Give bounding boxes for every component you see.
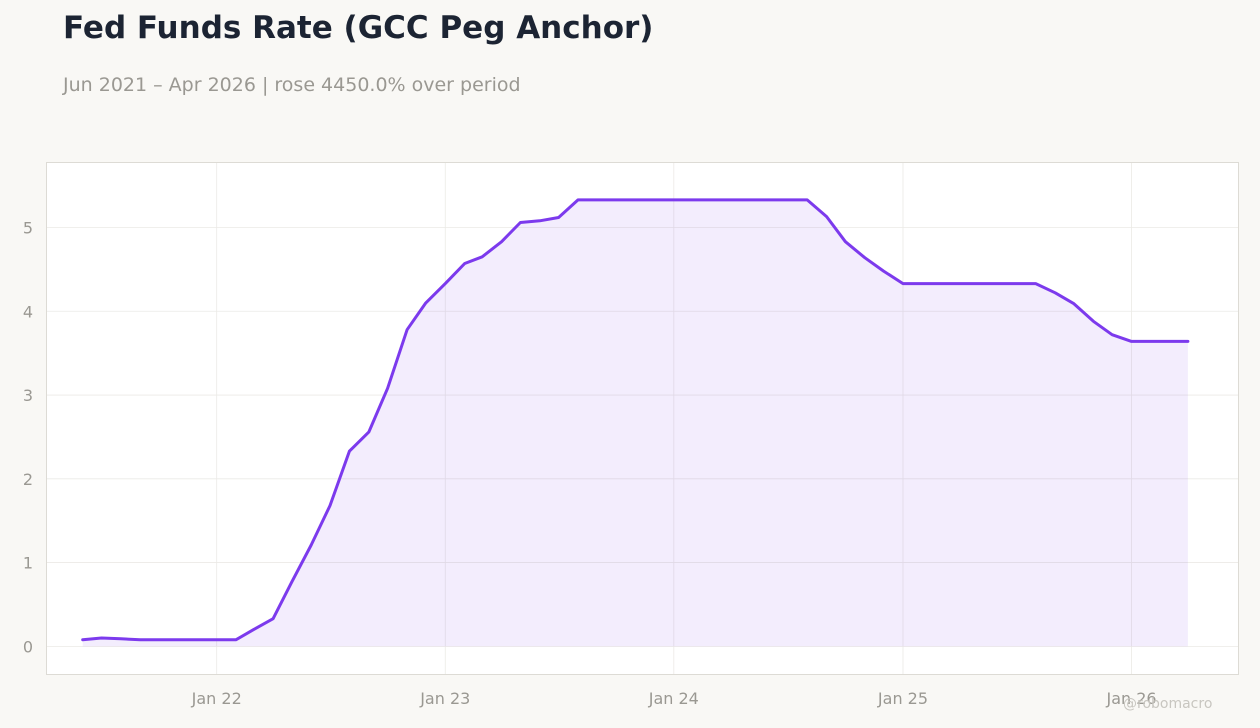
series-area [82,199,1188,647]
x-tick-label: Jan 22 [191,689,242,708]
y-tick-label: 4 [23,302,33,321]
chart-subtitle: Jun 2021 – Apr 2026 | rose 4450.0% over … [63,74,521,96]
y-tick-label: 5 [23,219,33,238]
grid [47,163,1238,674]
chart-title: Fed Funds Rate (GCC Peg Anchor) [63,10,654,46]
watermark: @robomacro [1123,696,1213,712]
series-layer [81,198,1190,647]
y-tick-label: 0 [23,637,33,656]
plot-area [46,162,1239,675]
y-tick-label: 2 [23,470,33,489]
x-tick-label: Jan 24 [648,689,699,708]
y-tick-label: 3 [23,386,33,405]
tick-labels: 0 1 2 3 4 5 Jan 22 Jan 23 Jan 24 Jan 25 Jan 26 [23,219,1157,708]
y-tick-label: 1 [23,554,33,573]
x-tick-label: Jan 25 [877,689,928,708]
x-tick-label: Jan 26 [1105,689,1156,708]
x-tick-label: Jan 23 [419,689,470,708]
